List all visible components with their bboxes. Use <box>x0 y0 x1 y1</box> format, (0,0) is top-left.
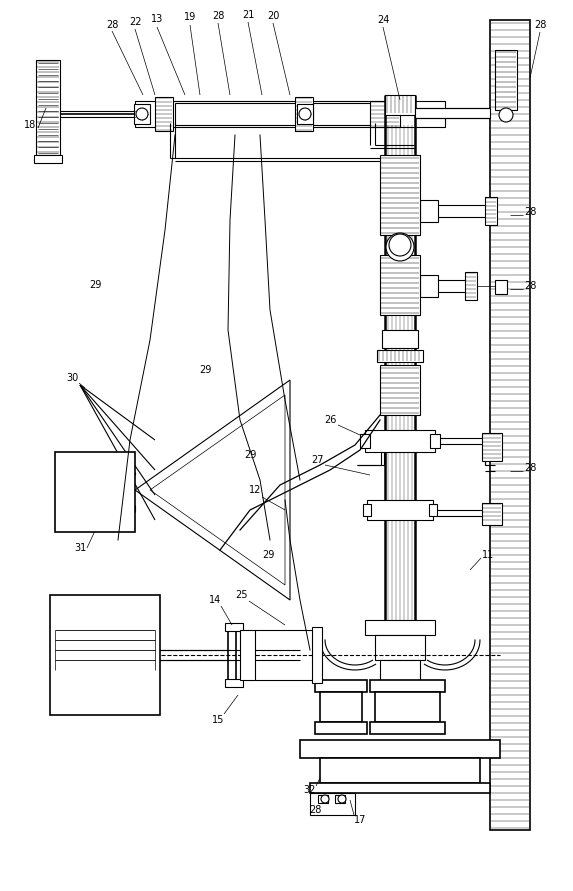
Circle shape <box>136 108 148 120</box>
Text: 14: 14 <box>209 595 221 605</box>
Bar <box>420 275 438 297</box>
Polygon shape <box>150 395 285 585</box>
Text: 12: 12 <box>249 485 261 495</box>
Text: 28: 28 <box>534 20 546 30</box>
Bar <box>415 280 470 292</box>
Text: 29: 29 <box>244 450 256 460</box>
Text: 28: 28 <box>524 281 536 291</box>
Text: 29: 29 <box>89 280 101 290</box>
Bar <box>134 104 150 124</box>
Text: 28: 28 <box>524 463 536 473</box>
Bar <box>377 350 423 362</box>
Text: 24: 24 <box>377 15 389 25</box>
Bar <box>50 595 160 715</box>
Bar <box>380 660 420 680</box>
Bar <box>175 103 390 125</box>
Circle shape <box>499 108 513 122</box>
Text: 11: 11 <box>482 550 494 560</box>
Bar <box>385 95 415 115</box>
Bar <box>382 330 418 348</box>
Bar <box>415 205 490 217</box>
Bar <box>363 504 371 516</box>
Bar <box>360 434 370 448</box>
Text: 13: 13 <box>151 14 163 24</box>
Text: 26: 26 <box>324 415 336 425</box>
Text: 30: 30 <box>66 373 78 383</box>
Bar <box>36 60 60 155</box>
Bar <box>312 627 322 683</box>
Bar <box>482 433 502 461</box>
Text: 28: 28 <box>106 20 118 30</box>
Text: 20: 20 <box>267 11 279 21</box>
Text: 32: 32 <box>304 785 316 795</box>
Text: 25: 25 <box>236 590 248 600</box>
Polygon shape <box>135 380 290 600</box>
Bar <box>320 692 362 722</box>
Bar <box>485 197 497 225</box>
Bar <box>380 155 420 235</box>
Text: 15: 15 <box>212 715 224 725</box>
Bar <box>429 504 437 516</box>
Text: 22: 22 <box>129 17 142 27</box>
Bar <box>495 50 517 110</box>
Text: 29: 29 <box>199 365 211 375</box>
Bar <box>490 20 530 830</box>
Bar <box>135 101 445 127</box>
Bar <box>225 679 243 687</box>
Bar <box>295 97 313 131</box>
Bar <box>300 740 500 758</box>
Bar <box>240 630 255 680</box>
Text: 19: 19 <box>184 12 196 22</box>
Bar <box>318 795 328 803</box>
Bar <box>380 365 420 415</box>
Text: 17: 17 <box>354 815 366 825</box>
Text: 29: 29 <box>262 550 274 560</box>
Bar <box>367 500 433 520</box>
Circle shape <box>386 233 414 261</box>
Text: 27: 27 <box>312 455 324 465</box>
Bar <box>225 623 243 631</box>
Bar <box>320 758 480 783</box>
Bar <box>375 635 425 660</box>
Bar <box>380 255 420 315</box>
Bar <box>310 783 490 793</box>
Circle shape <box>338 795 346 803</box>
Bar <box>335 795 345 803</box>
Bar <box>365 430 435 452</box>
Bar <box>375 692 440 722</box>
Bar <box>315 680 367 692</box>
Bar <box>365 620 435 635</box>
Bar <box>34 155 62 163</box>
Circle shape <box>389 234 411 256</box>
Bar <box>370 722 445 734</box>
Bar <box>310 793 355 815</box>
Text: 28: 28 <box>212 11 224 21</box>
Bar <box>415 108 490 118</box>
Text: 28: 28 <box>524 207 536 217</box>
Text: 21: 21 <box>242 10 254 20</box>
Bar <box>297 104 313 124</box>
Text: 28: 28 <box>309 805 321 815</box>
Text: 18: 18 <box>24 120 36 130</box>
Bar <box>420 200 438 222</box>
Bar <box>370 101 400 127</box>
Circle shape <box>299 108 311 120</box>
Bar <box>482 503 502 525</box>
Bar <box>155 97 173 131</box>
Bar <box>315 722 367 734</box>
Bar <box>495 280 507 294</box>
Bar <box>430 434 440 448</box>
Circle shape <box>321 795 329 803</box>
Text: 31: 31 <box>74 543 86 553</box>
Bar <box>55 452 135 532</box>
Bar <box>370 680 445 692</box>
Bar <box>465 272 477 300</box>
